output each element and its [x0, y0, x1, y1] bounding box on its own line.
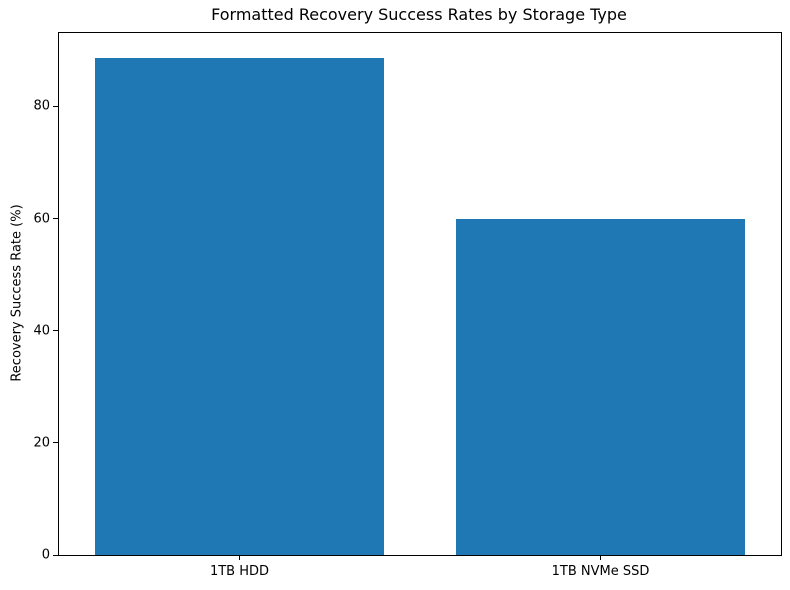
- x-tick-mark: [600, 555, 601, 560]
- x-tick-label: 1TB NVMe SSD: [551, 564, 650, 579]
- plot-area: 1TB HDD 1TB NVMe SSD 0 20 40 60 80: [33, 32, 782, 579]
- y-tick-label: 40: [33, 323, 50, 339]
- y-tick-label: 0: [41, 547, 50, 563]
- bar-1tb-hdd: [95, 57, 384, 555]
- y-tick-mark: [53, 554, 58, 556]
- y-axis-label: Recovery Success Rate (%): [9, 204, 25, 382]
- y-tick-mark: [53, 218, 58, 220]
- bar-1tb-nvme-ssd: [456, 218, 745, 555]
- y-tick-label: 20: [33, 435, 50, 451]
- x-tick-mark: [239, 555, 240, 560]
- chart-title: Formatted Recovery Success Rates by Stor…: [211, 5, 627, 24]
- y-tick-label: 80: [33, 98, 50, 114]
- y-tick-mark: [53, 105, 58, 107]
- y-tick-mark: [53, 330, 58, 332]
- x-tick-label: 1TB HDD: [209, 564, 270, 579]
- y-tick-label: 60: [33, 211, 50, 227]
- y-tick-mark: [53, 442, 58, 444]
